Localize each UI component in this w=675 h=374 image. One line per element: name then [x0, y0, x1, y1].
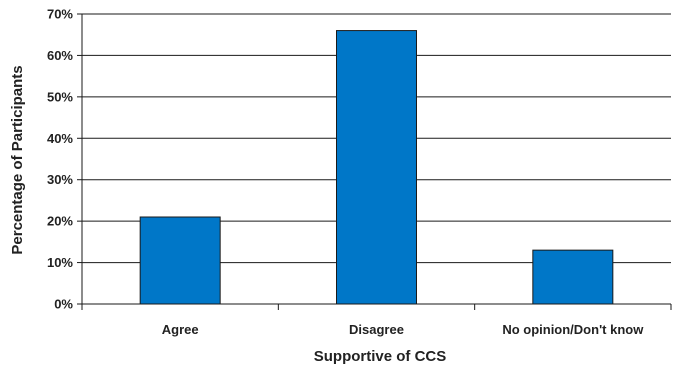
bars [139, 30, 614, 305]
y-tick-label: 40% [47, 131, 73, 146]
y-tick-label: 60% [47, 48, 73, 63]
x-tick-label: No opinion/Don't know [502, 322, 644, 337]
y-tick-label: 0% [54, 297, 73, 312]
x-tick-labels: Agree Disagree No opinion/Don't know [81, 304, 672, 337]
x-tick-label: Disagree [349, 322, 404, 337]
bar-disagree [336, 30, 417, 305]
y-tick-label: 10% [47, 255, 73, 270]
x-axis-title: Supportive of CCS [314, 348, 447, 365]
y-tick-label: 20% [47, 214, 73, 229]
y-tick-labels: 0% 10% 20% 30% 40% 50% 60% 70% [47, 7, 82, 312]
axes [81, 14, 671, 305]
y-tick-label: 30% [47, 172, 73, 187]
y-tick-label: 50% [47, 89, 73, 104]
bar-no-opinion-don-t-know [532, 249, 614, 305]
y-tick-label: 70% [47, 7, 73, 22]
bar-agree [139, 216, 221, 305]
y-axis-title: Percentage of Participants [9, 65, 26, 254]
x-tick-label: Agree [162, 322, 199, 337]
